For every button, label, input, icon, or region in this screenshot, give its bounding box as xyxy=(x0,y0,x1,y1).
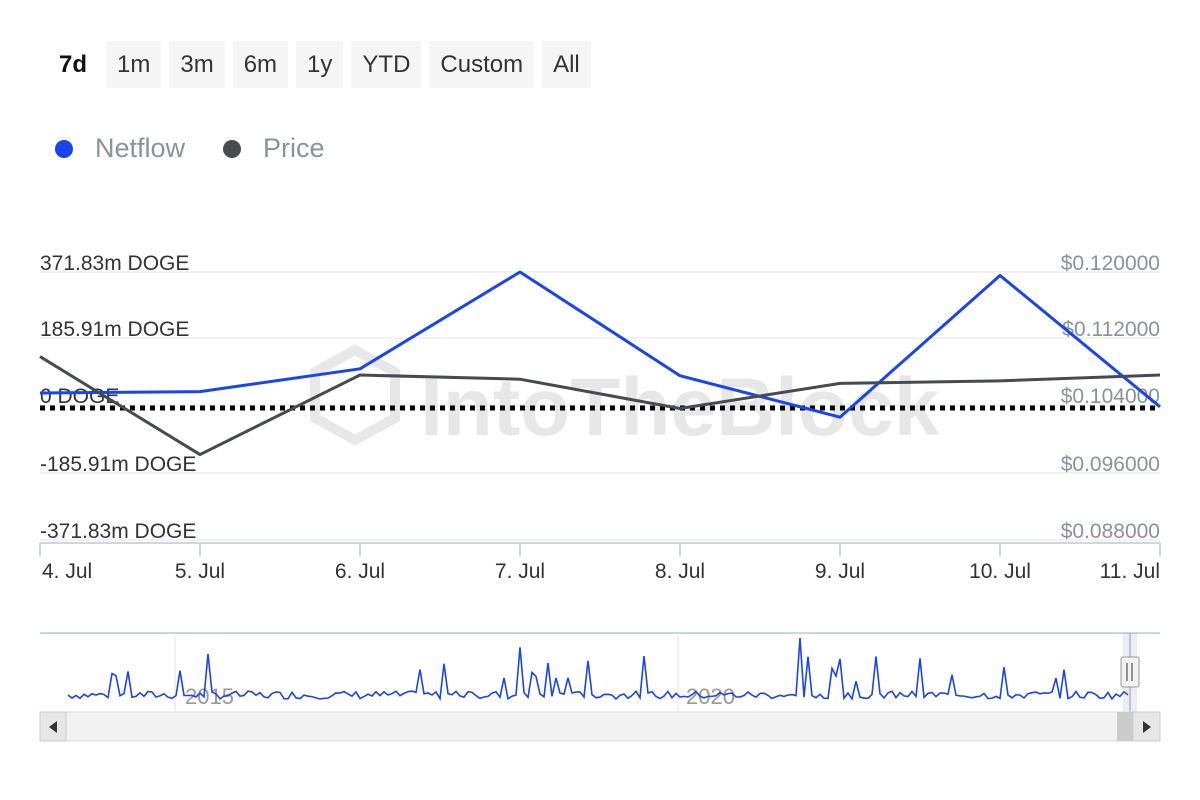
navigator-handle[interactable] xyxy=(1120,656,1140,688)
navigator-series xyxy=(67,637,1129,702)
left-tick-label: 371.83m DOGE xyxy=(40,252,189,275)
x-tick-label: 7. Jul xyxy=(495,560,545,583)
x-tick-label: 11. Jul xyxy=(1100,560,1160,583)
right-tick-label: $0.112000 xyxy=(1062,318,1160,341)
range-6m-button[interactable]: 6m xyxy=(232,41,289,88)
x-tick-label: 5. Jul xyxy=(175,560,225,583)
scrollbar-thumb[interactable] xyxy=(1117,712,1133,741)
scrollbar[interactable] xyxy=(39,711,1161,742)
range-7d-button[interactable]: 7d xyxy=(48,41,99,88)
left-tick-label: 185.91m DOGE xyxy=(40,318,189,341)
range-1y-button[interactable]: 1y xyxy=(296,41,344,88)
scrollbar-track[interactable] xyxy=(39,711,1161,742)
range-custom-button[interactable]: Custom xyxy=(429,41,535,88)
right-tick-label: $0.096000 xyxy=(1061,453,1160,476)
grid-lines xyxy=(40,271,1160,541)
range-3m-button[interactable]: 3m xyxy=(169,41,225,88)
range-selector: 7d 1m 3m 6m 1y YTD Custom All xyxy=(48,41,591,88)
range-ytd-button[interactable]: YTD xyxy=(351,41,422,88)
series-line-price xyxy=(39,355,1161,457)
x-tick-label: 6. Jul xyxy=(335,560,385,583)
series-lines xyxy=(39,270,1161,457)
legend-label-price: Price xyxy=(263,133,325,163)
left-tick-label: 0 DOGE xyxy=(40,385,119,408)
navigator[interactable]: 2015 2020 xyxy=(40,632,1160,712)
price-legend-dot xyxy=(223,139,242,158)
right-axis: $0.120000 $0.112000 $0.104000 $0.096000 $0.0… xyxy=(1061,252,1160,543)
series-line-netflow xyxy=(39,270,1161,419)
scroll-right-arrow-icon xyxy=(1143,721,1151,733)
scroll-left-arrow-icon xyxy=(49,721,57,733)
left-axis: 371.83m DOGE 185.91m DOGE 0 DOGE -185.91m D… xyxy=(40,252,196,543)
x-tick-label: 10. Jul xyxy=(969,560,1031,583)
x-tick-label: 4. Jul xyxy=(42,560,92,583)
left-tick-label: -185.91m DOGE xyxy=(40,453,196,476)
chart-legend: Netflow Price xyxy=(55,133,325,164)
netflow-legend-dot xyxy=(55,139,73,158)
left-tick-label: -371.83m DOGE xyxy=(40,520,196,543)
x-tick-label: 9. Jul xyxy=(815,560,865,583)
watermark: IntoTheBlock xyxy=(310,344,940,453)
right-tick-label: $0.104000 xyxy=(1061,385,1160,408)
legend-item-price[interactable]: Price xyxy=(223,133,325,164)
range-1m-button[interactable]: 1m xyxy=(106,41,162,88)
right-tick-label: $0.088000 xyxy=(1061,520,1160,543)
x-axis: 4. Jul 5. Jul 6. Jul 7. Jul 8. Jul 9. Jul 10. … xyxy=(39,543,1161,583)
watermark-logo xyxy=(310,344,400,446)
legend-item-netflow[interactable]: Netflow xyxy=(55,133,185,164)
right-tick-label: $0.120000 xyxy=(1061,252,1160,275)
range-all-button[interactable]: All xyxy=(542,41,591,88)
legend-label-netflow: Netflow xyxy=(95,133,186,163)
x-tick-label: 8. Jul xyxy=(655,560,705,583)
